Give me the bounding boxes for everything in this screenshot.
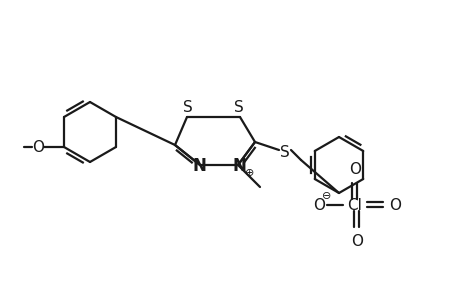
Text: O: O xyxy=(350,233,362,248)
Text: S: S xyxy=(183,100,192,115)
Text: S: S xyxy=(234,100,243,115)
Text: O: O xyxy=(348,161,360,176)
Text: S: S xyxy=(280,145,289,160)
Text: ⊕: ⊕ xyxy=(245,168,254,178)
Text: ⊖: ⊖ xyxy=(322,191,331,201)
Text: Cl: Cl xyxy=(347,197,362,212)
Text: O: O xyxy=(312,197,325,212)
Text: N: N xyxy=(231,157,246,175)
Text: N: N xyxy=(192,157,206,175)
Text: O: O xyxy=(32,140,44,154)
Text: O: O xyxy=(388,197,400,212)
